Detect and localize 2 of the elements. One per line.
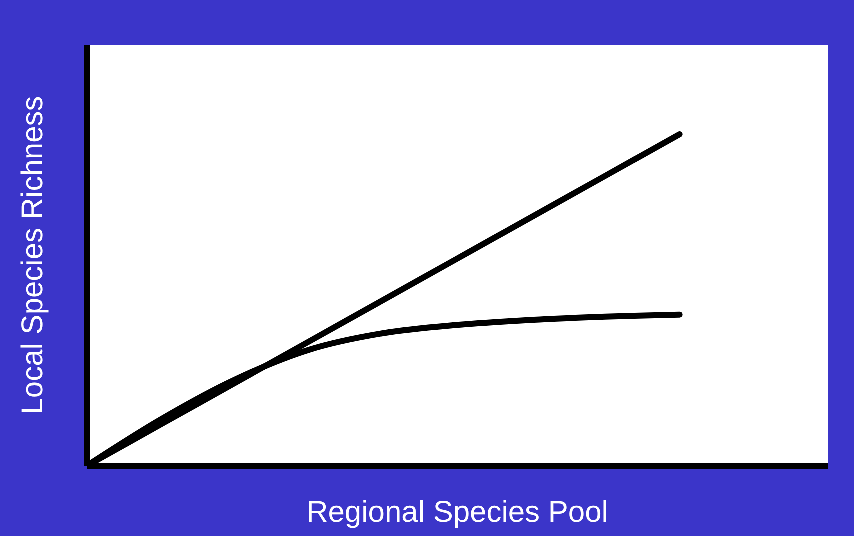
- x-axis-title: Regional Species Pool: [306, 496, 608, 529]
- y-axis-title: Local Species Richness: [16, 96, 50, 415]
